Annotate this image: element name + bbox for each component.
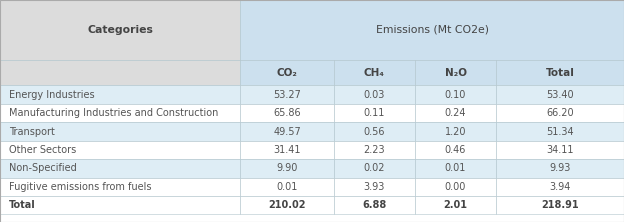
Bar bbox=[334, 104, 415, 122]
Bar bbox=[240, 122, 334, 141]
Bar bbox=[415, 104, 496, 122]
Text: 66.20: 66.20 bbox=[546, 108, 574, 118]
Text: Transport: Transport bbox=[9, 127, 56, 137]
Bar bbox=[415, 196, 496, 214]
Text: 0.10: 0.10 bbox=[445, 90, 466, 100]
Text: 0.02: 0.02 bbox=[364, 163, 385, 173]
Bar bbox=[334, 60, 415, 85]
Text: N₂O: N₂O bbox=[444, 68, 467, 78]
Text: 6.88: 6.88 bbox=[363, 200, 386, 210]
Text: 3.93: 3.93 bbox=[364, 182, 385, 192]
Text: 34.11: 34.11 bbox=[546, 145, 574, 155]
Bar bbox=[334, 85, 415, 104]
Text: 53.40: 53.40 bbox=[546, 90, 574, 100]
Text: 218.91: 218.91 bbox=[541, 200, 579, 210]
Text: 53.27: 53.27 bbox=[273, 90, 301, 100]
Text: 0.01: 0.01 bbox=[445, 163, 466, 173]
Bar bbox=[0, 196, 240, 214]
Bar bbox=[334, 159, 415, 178]
Bar bbox=[415, 60, 496, 85]
Text: 0.24: 0.24 bbox=[445, 108, 466, 118]
Text: Manufacturing Industries and Construction: Manufacturing Industries and Constructio… bbox=[9, 108, 219, 118]
Bar bbox=[0, 104, 240, 122]
Text: 1.20: 1.20 bbox=[445, 127, 466, 137]
Text: 0.56: 0.56 bbox=[364, 127, 385, 137]
Text: 2.01: 2.01 bbox=[444, 200, 467, 210]
Bar bbox=[240, 104, 334, 122]
Text: Emissions (Mt CO2e): Emissions (Mt CO2e) bbox=[376, 25, 489, 35]
Text: 65.86: 65.86 bbox=[273, 108, 301, 118]
Text: CO₂: CO₂ bbox=[276, 68, 298, 78]
Text: 0.01: 0.01 bbox=[276, 182, 298, 192]
Text: 9.93: 9.93 bbox=[549, 163, 571, 173]
Bar bbox=[334, 141, 415, 159]
Bar bbox=[496, 60, 624, 85]
Bar bbox=[0, 178, 240, 196]
Text: 0.03: 0.03 bbox=[364, 90, 385, 100]
Bar bbox=[415, 85, 496, 104]
Bar bbox=[240, 60, 334, 85]
Bar bbox=[496, 196, 624, 214]
Text: Fugitive emissions from fuels: Fugitive emissions from fuels bbox=[9, 182, 152, 192]
Bar bbox=[415, 159, 496, 178]
Bar bbox=[334, 178, 415, 196]
Text: 31.41: 31.41 bbox=[273, 145, 301, 155]
Text: 2.23: 2.23 bbox=[364, 145, 385, 155]
Text: Energy Industries: Energy Industries bbox=[9, 90, 95, 100]
Text: 0.46: 0.46 bbox=[445, 145, 466, 155]
Bar bbox=[0, 0, 240, 60]
Bar bbox=[0, 60, 240, 85]
Text: Total: Total bbox=[9, 200, 36, 210]
Bar bbox=[496, 178, 624, 196]
Bar bbox=[496, 85, 624, 104]
Bar bbox=[415, 178, 496, 196]
Bar bbox=[240, 85, 334, 104]
Bar bbox=[496, 159, 624, 178]
Bar bbox=[496, 141, 624, 159]
Text: Non-Specified: Non-Specified bbox=[9, 163, 77, 173]
Bar bbox=[334, 122, 415, 141]
Bar bbox=[415, 141, 496, 159]
Text: 0.00: 0.00 bbox=[445, 182, 466, 192]
Text: 51.34: 51.34 bbox=[546, 127, 574, 137]
Text: 210.02: 210.02 bbox=[268, 200, 306, 210]
Bar bbox=[240, 159, 334, 178]
Bar bbox=[496, 122, 624, 141]
Bar bbox=[240, 196, 334, 214]
Bar bbox=[496, 104, 624, 122]
Bar bbox=[415, 122, 496, 141]
Text: 0.11: 0.11 bbox=[364, 108, 385, 118]
Bar bbox=[240, 0, 624, 60]
Text: 9.90: 9.90 bbox=[276, 163, 298, 173]
Text: Total: Total bbox=[545, 68, 575, 78]
Text: 3.94: 3.94 bbox=[549, 182, 571, 192]
Bar bbox=[240, 141, 334, 159]
Text: Other Sectors: Other Sectors bbox=[9, 145, 77, 155]
Bar bbox=[240, 178, 334, 196]
Text: Categories: Categories bbox=[87, 25, 153, 35]
Bar bbox=[334, 196, 415, 214]
Bar bbox=[0, 141, 240, 159]
Bar bbox=[0, 159, 240, 178]
Text: 49.57: 49.57 bbox=[273, 127, 301, 137]
Bar bbox=[0, 85, 240, 104]
Bar bbox=[0, 122, 240, 141]
Text: CH₄: CH₄ bbox=[364, 68, 385, 78]
